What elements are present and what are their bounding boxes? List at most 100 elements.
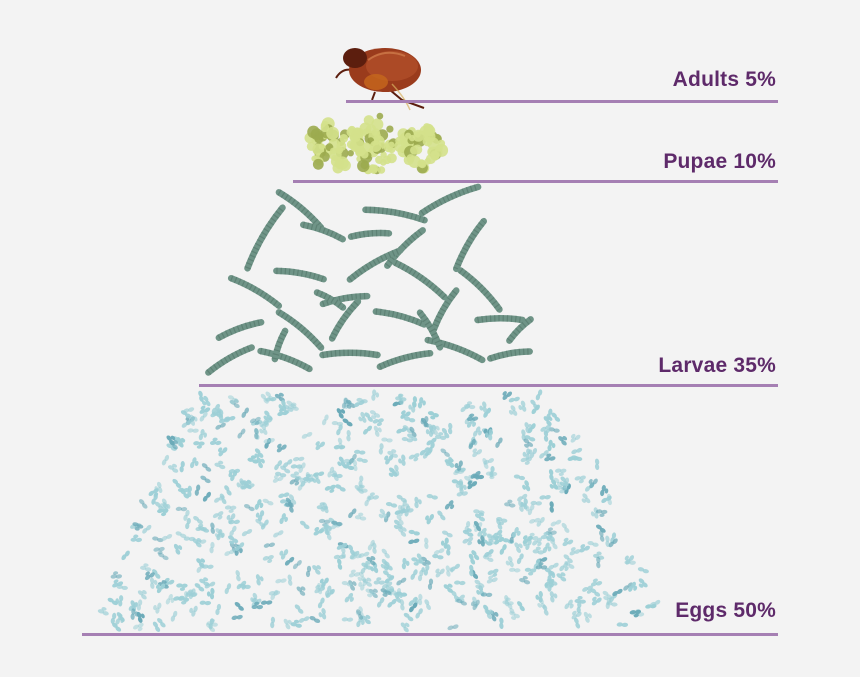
egg-icon <box>594 458 600 471</box>
egg-icon <box>364 495 371 507</box>
egg-icon <box>440 537 449 549</box>
egg-icon <box>301 431 313 439</box>
egg-icon <box>499 544 507 555</box>
egg-icon <box>272 474 284 483</box>
egg-icon <box>324 484 336 493</box>
egg-icon <box>341 580 353 587</box>
egg-icon <box>278 399 287 412</box>
egg-icon <box>161 533 173 541</box>
egg-icon <box>504 499 516 508</box>
egg-icon <box>502 391 513 400</box>
egg-icon <box>416 553 424 565</box>
egg-icon <box>228 470 238 482</box>
egg-icon <box>588 478 598 489</box>
egg-icon <box>260 393 269 404</box>
egg-icon <box>524 435 536 442</box>
egg-icon <box>206 587 215 600</box>
egg-icon <box>595 509 608 517</box>
egg-icon <box>403 612 414 622</box>
egg-icon <box>187 428 199 433</box>
egg-icon <box>157 618 166 628</box>
egg-icon <box>509 567 521 573</box>
egg-icon <box>549 479 559 490</box>
egg-icon <box>181 420 192 428</box>
egg-icon <box>550 519 562 527</box>
egg-icon <box>121 550 130 561</box>
egg-icon <box>453 469 465 476</box>
larva-icon <box>347 229 393 240</box>
egg-icon <box>555 485 568 494</box>
egg-icon <box>158 552 169 561</box>
larva-icon <box>372 308 428 328</box>
egg-icon <box>399 599 405 611</box>
egg-icon <box>529 517 541 524</box>
egg-icon <box>605 535 610 547</box>
larva-icon <box>384 227 426 269</box>
tier-label-adults: Adults 5% <box>672 68 776 91</box>
egg-icon <box>224 549 235 557</box>
egg-icon <box>260 600 273 605</box>
egg-icon <box>296 586 306 596</box>
egg-icon <box>600 484 609 497</box>
egg-icon <box>441 530 453 538</box>
egg-icon <box>298 616 310 623</box>
egg-icon <box>380 588 392 597</box>
egg-icon <box>362 425 373 435</box>
larva-icon <box>244 204 286 272</box>
egg-icon <box>333 445 346 450</box>
egg-icon <box>605 597 611 610</box>
egg-icon <box>341 397 351 409</box>
egg-icon <box>284 556 295 566</box>
egg-icon <box>530 399 539 410</box>
egg-icon <box>289 476 300 486</box>
egg-icon <box>596 556 601 569</box>
egg-icon <box>341 547 346 559</box>
larva-icon <box>215 319 265 341</box>
egg-icon <box>460 403 471 413</box>
egg-icon <box>342 418 353 427</box>
egg-icon <box>134 599 143 611</box>
egg-icon <box>542 542 552 554</box>
egg-icon <box>336 542 348 550</box>
larva-icon <box>487 348 533 362</box>
egg-icon <box>373 577 386 585</box>
egg-icon <box>259 424 268 435</box>
egg-icon <box>571 455 583 462</box>
egg-icon <box>408 538 420 545</box>
egg-icon <box>254 448 264 458</box>
egg-icon <box>576 601 582 614</box>
egg-icon <box>637 567 649 574</box>
egg-icon <box>319 577 329 588</box>
larva-icon <box>205 344 255 376</box>
egg-icon <box>349 453 357 464</box>
egg-icon <box>194 583 205 592</box>
egg-icon <box>495 437 503 448</box>
egg-icon <box>396 427 408 434</box>
egg-icon <box>391 464 400 476</box>
egg-icon <box>482 458 489 469</box>
egg-icon <box>354 449 366 455</box>
egg-icon <box>234 601 244 611</box>
egg-icon <box>502 597 514 606</box>
egg-icon <box>409 426 417 438</box>
larva-icon <box>474 314 526 324</box>
egg-icon <box>638 578 648 588</box>
egg-icon <box>419 447 430 457</box>
egg-icon <box>401 436 414 443</box>
egg-icon <box>107 597 119 606</box>
egg-icon <box>176 583 188 591</box>
egg-icon <box>247 455 259 464</box>
egg-icon <box>384 575 395 584</box>
egg-icon <box>237 428 246 439</box>
egg-icon <box>155 583 166 594</box>
egg-icon <box>473 520 482 532</box>
larva-icon <box>275 309 325 351</box>
egg-icon <box>539 494 551 500</box>
egg-icon <box>217 447 228 457</box>
egg-icon <box>263 438 275 444</box>
larva-icon <box>362 206 428 224</box>
egg-icon <box>420 417 430 428</box>
egg-icon <box>554 468 567 476</box>
egg-icon <box>166 435 176 446</box>
egg-icon <box>426 437 437 446</box>
